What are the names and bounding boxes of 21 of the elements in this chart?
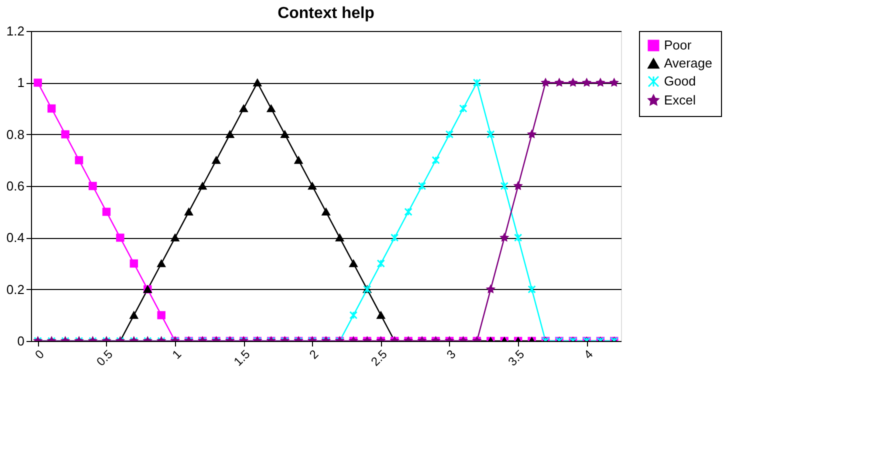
- x-tick-label: 0.5: [94, 346, 116, 369]
- legend-label: Excel: [664, 92, 696, 108]
- y-tick-label: 1: [17, 75, 24, 90]
- x-tick-label: 2: [306, 346, 322, 362]
- legend-label: Good: [664, 74, 696, 88]
- x-tick-label: 2.5: [368, 346, 390, 369]
- chart-title: Context help: [278, 5, 375, 22]
- legend-label: Average: [664, 56, 712, 70]
- y-tick-label: 0: [17, 334, 24, 348]
- x-tick-label: 1.5: [230, 346, 253, 369]
- x-tick-label: 4: [581, 346, 596, 362]
- y-tick-label: 0.4: [6, 230, 24, 246]
- legend-label: Poor: [664, 38, 692, 52]
- y-tick-label: 1.2: [6, 24, 24, 38]
- y-tick-label: 0.2: [6, 282, 24, 297]
- y-tick-label: 0.6: [6, 178, 24, 194]
- x-tick-label: 0: [32, 346, 48, 362]
- x-tick-label: 3: [444, 346, 459, 362]
- x-tick-label: 1: [169, 346, 184, 362]
- x-tick-label: 3.5: [505, 346, 528, 369]
- y-tick-label: 0.8: [6, 126, 24, 142]
